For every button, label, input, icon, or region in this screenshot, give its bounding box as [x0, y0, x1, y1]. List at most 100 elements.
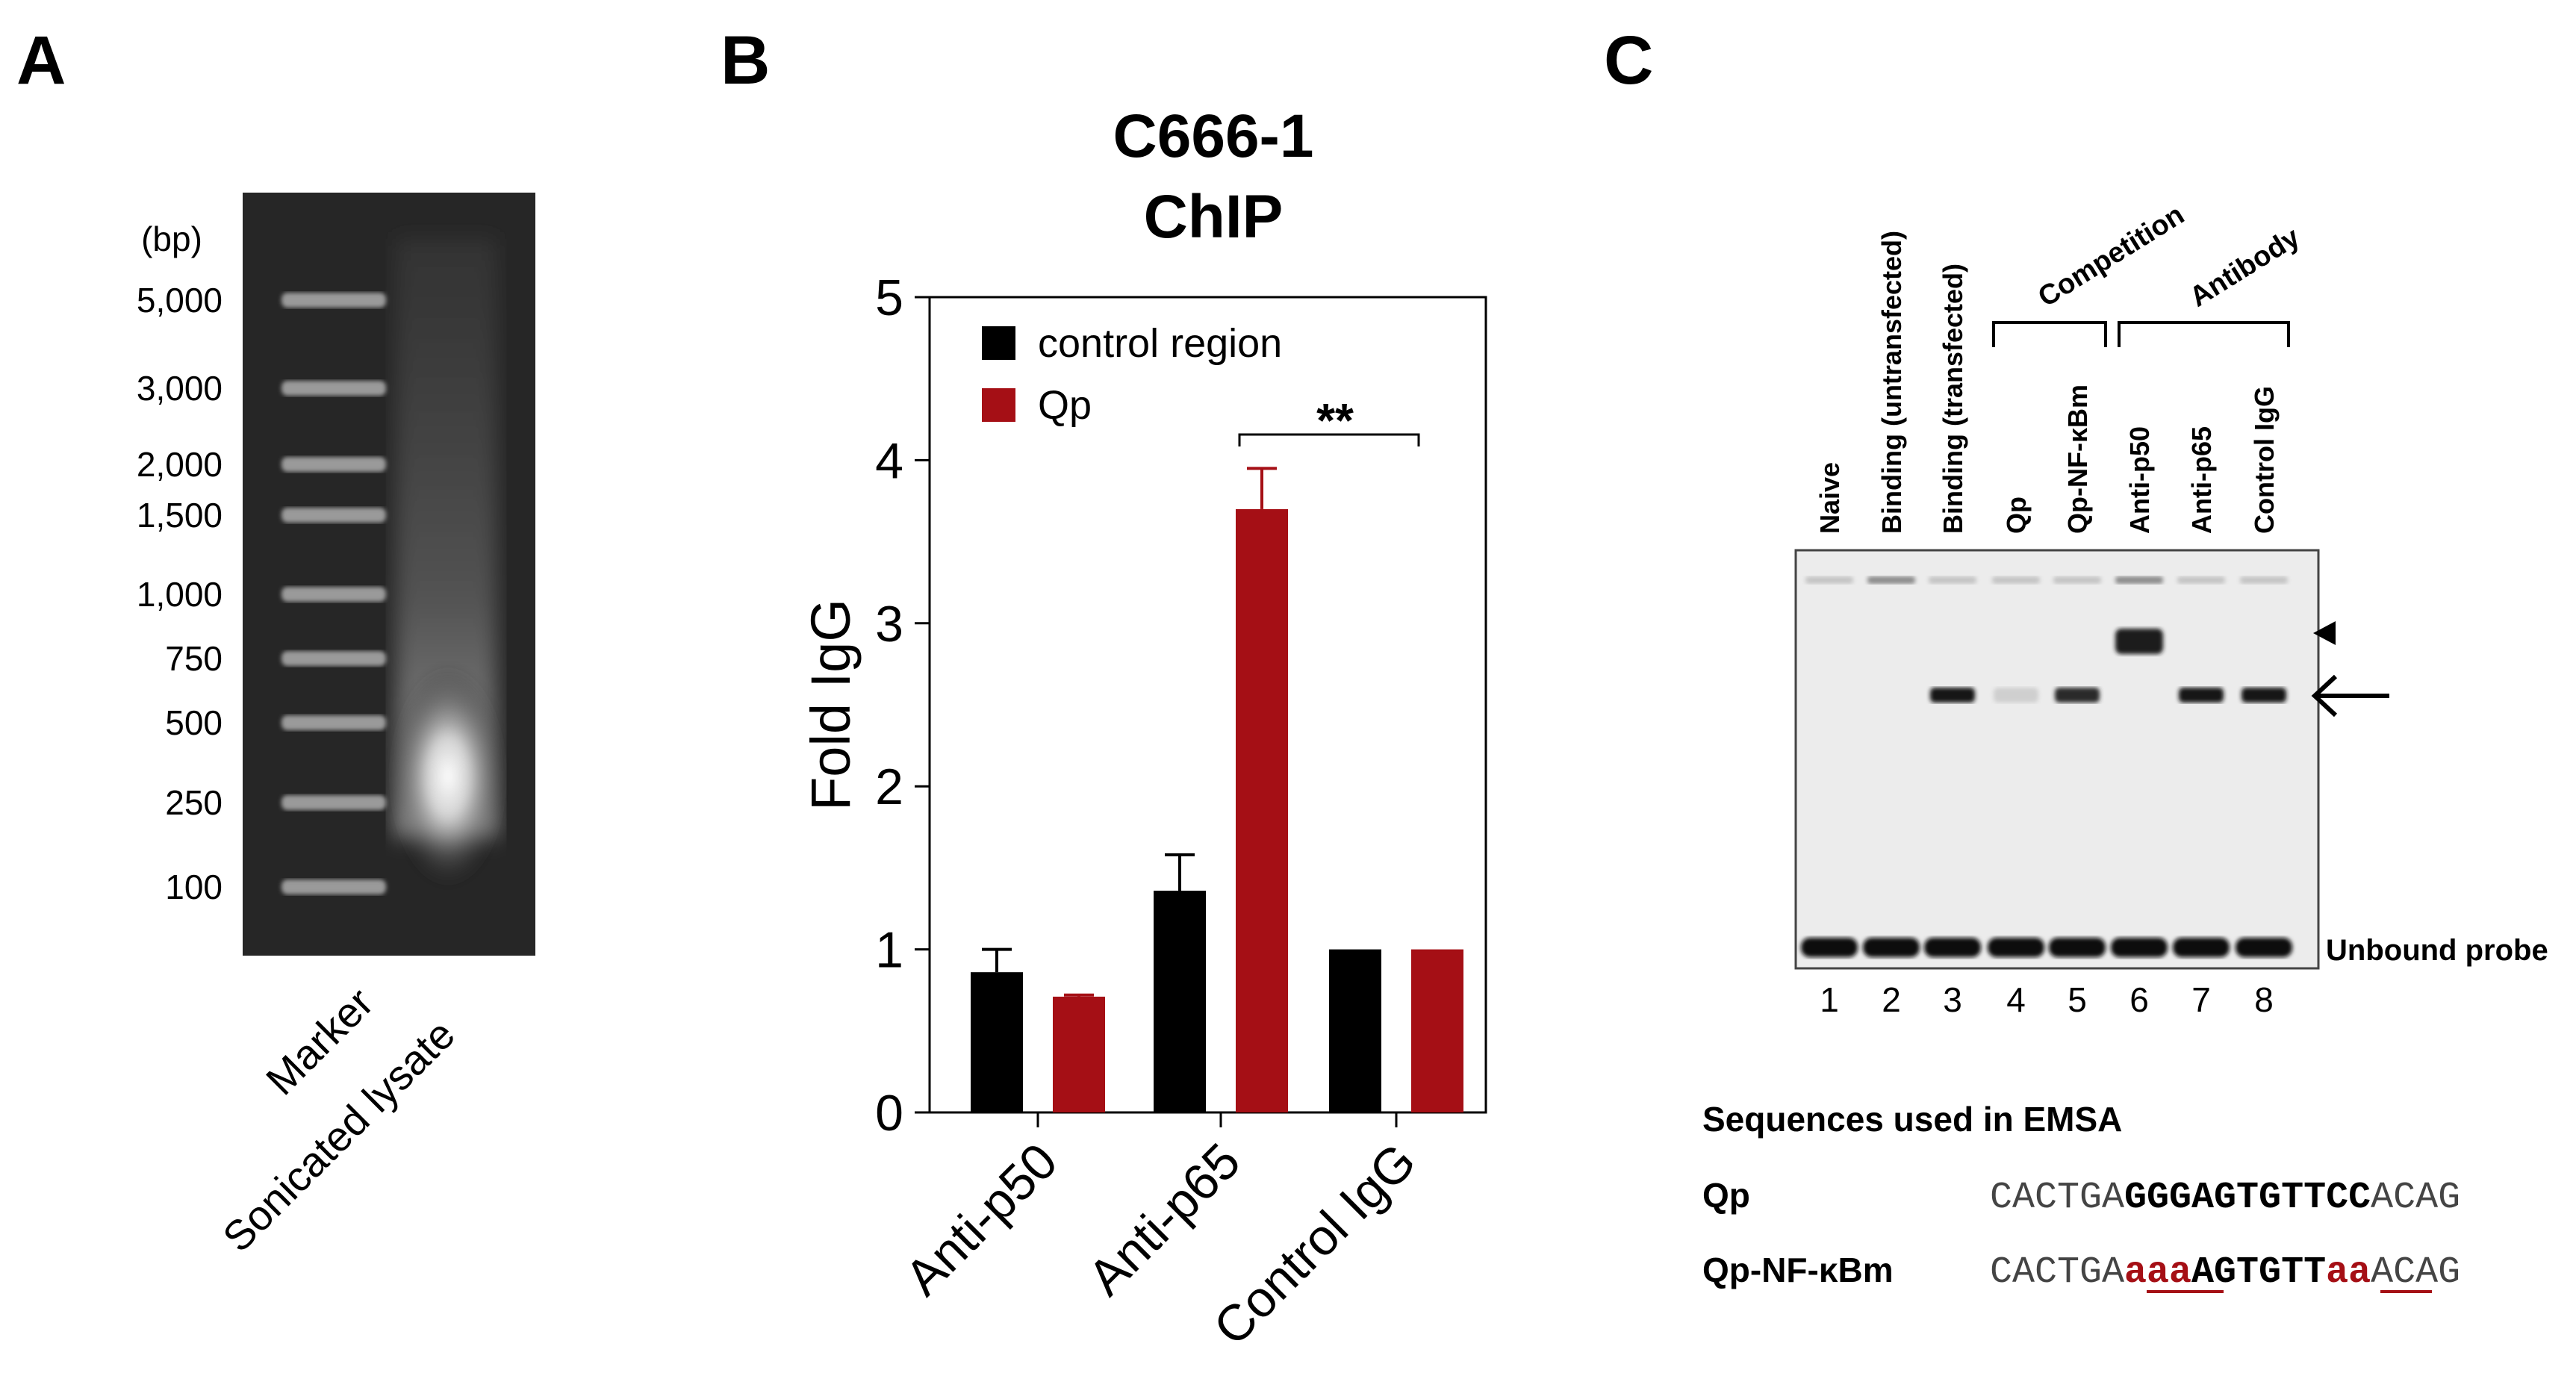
- antibody-bracket: [2118, 321, 2290, 347]
- sequences-title: Sequences used in EMSA: [1702, 1100, 2122, 1139]
- well-band: [1992, 576, 2040, 584]
- emsa-lane-label-anti-p65: Anti-p65: [2186, 426, 2217, 534]
- marker-size-label: 750: [165, 639, 223, 678]
- well-band: [2115, 576, 2163, 584]
- well-band: [2053, 576, 2101, 584]
- emsa-lane-number: 6: [2129, 980, 2149, 1019]
- bars: [971, 467, 1463, 1112]
- marker-band-3-000: [281, 381, 386, 396]
- marker-size-label: 2,000: [137, 445, 223, 484]
- bar-anti-p50-qp: [1053, 996, 1105, 1112]
- group-label-antibody: Antibody: [2185, 222, 2306, 314]
- marker-bands: [281, 293, 386, 894]
- shifted-complex-band: [2055, 688, 2100, 703]
- panel-letter-a: A: [16, 22, 66, 99]
- unbound-probe-band: [2236, 938, 2292, 957]
- legend-swatch-control-region: [982, 326, 1015, 360]
- marker-band-5-000: [281, 293, 386, 308]
- marker-band-100: [281, 879, 386, 894]
- significance-label: **: [1316, 393, 1354, 447]
- sequence-qp: CACTGAGGGAGTGTTCCACAG: [1990, 1177, 2460, 1219]
- unbound-probe-band: [2049, 938, 2106, 957]
- supershift-band: [2115, 629, 2163, 654]
- unbound-probe-band: [1988, 938, 2044, 957]
- bar-anti-p50-control-region: [971, 972, 1023, 1112]
- marker-size-label: 1,500: [137, 496, 223, 535]
- well-band: [1867, 576, 1915, 584]
- emsa-lane-number: 1: [1820, 980, 1839, 1019]
- panel-b: B C666-1 ChIP 0 1 2 3 4 5 Fold IgG Anti-p50 An…: [721, 22, 1487, 1356]
- shifted-complex-band: [2179, 688, 2224, 703]
- marker-size-label: 1,000: [137, 575, 223, 614]
- shifted-complex-band: [2241, 688, 2286, 703]
- emsa-lane-number: 3: [1943, 980, 1962, 1019]
- shifted-complex-band: [1930, 688, 1975, 703]
- x-tick-label-anti-p50: Anti-p50: [895, 1133, 1068, 1307]
- supershift-arrowhead-icon: [2313, 621, 2336, 645]
- group-label-competition: Competition: [2033, 199, 2190, 314]
- unbound-probe-band: [2111, 938, 2168, 957]
- unbound-probe-band: [1924, 938, 1981, 957]
- marker-band-1-000: [281, 587, 386, 602]
- y-tick-label: 0: [875, 1085, 903, 1142]
- emsa-bands: [1801, 576, 2292, 957]
- emsa-lane-label-qp: Qp: [2001, 496, 2032, 534]
- emsa-lane-label-naive: Naive: [1814, 462, 1845, 534]
- emsa-lane-number: 5: [2068, 980, 2087, 1019]
- sequence-name-qp-nf-kbm: Qp-NF-κBm: [1702, 1251, 1894, 1289]
- emsa-lane-number: 4: [2006, 980, 2026, 1019]
- group-competition: Competition: [1992, 199, 2190, 347]
- unbound-probe-band: [2173, 938, 2230, 957]
- emsa-lane-number: 8: [2254, 980, 2274, 1019]
- y-tick-label: 3: [875, 596, 903, 653]
- chart-title-line2: ChIP: [1144, 183, 1284, 251]
- panel-letter-b: B: [721, 22, 770, 99]
- gel-smear: [390, 239, 506, 888]
- marker-size-label: 250: [165, 783, 223, 822]
- y-tick-label: 2: [875, 759, 903, 815]
- emsa-lane-number: 2: [1882, 980, 1901, 1019]
- marker-size-label: 100: [165, 868, 223, 906]
- unbound-probe-band: [1863, 938, 1920, 957]
- marker-labels: 5,000 3,000 2,000 1,500 1,000 750 500 250 100: [137, 281, 223, 906]
- bar-control-igg-qp: [1411, 949, 1463, 1112]
- panel-letter-c: C: [1604, 22, 1653, 99]
- marker-size-label: 3,000: [137, 369, 223, 408]
- emsa-lane-label-qp-nf-bm: Qp-NF-κBm: [2062, 384, 2093, 534]
- marker-size-label: 500: [165, 703, 223, 742]
- y-tick-label: 4: [875, 432, 903, 489]
- marker-band-750: [281, 651, 386, 666]
- shifted-complex-arrow-icon: [2311, 674, 2389, 717]
- well-band: [1929, 576, 1976, 584]
- well-band: [1805, 576, 1853, 584]
- significance-bracket-line: [1238, 433, 1420, 446]
- well-band: [2240, 576, 2288, 584]
- sequence-name-qp: Qp: [1702, 1176, 1750, 1215]
- bar-anti-p65-qp: [1236, 508, 1288, 1112]
- gel-unit-label: (bp): [141, 220, 202, 258]
- marker-band-250: [281, 795, 386, 810]
- bar-control-igg-control-region: [1329, 949, 1381, 1112]
- bar-anti-p65-control-region: [1154, 890, 1206, 1112]
- emsa-lane-numbers: 1 2 3 4 5 6 7 8: [1820, 980, 2274, 1019]
- emsa-lane-number: 7: [2191, 980, 2211, 1019]
- unbound-probe-label: Unbound probe: [2326, 934, 2548, 967]
- marker-band-2-000: [281, 457, 386, 472]
- plot-frame: [928, 296, 1487, 1114]
- competition-bracket: [1992, 321, 2107, 347]
- panel-c: C Naive Binding (untransfected) Binding (t…: [1604, 22, 2548, 1294]
- emsa-lane-label-control-igg: Control IgG: [2249, 386, 2280, 534]
- legend: control region Qp: [982, 321, 1282, 428]
- legend-label-qp: Qp: [1038, 383, 1092, 428]
- x-tick-label-anti-p65: Anti-p65: [1077, 1133, 1251, 1307]
- y-tick-label: 5: [875, 270, 903, 326]
- legend-swatch-qp: [982, 388, 1015, 422]
- marker-size-label: 5,000: [137, 281, 223, 320]
- marker-band-500: [281, 715, 386, 730]
- legend-label-control-region: control region: [1038, 321, 1282, 366]
- significance-bracket: **: [1238, 393, 1420, 447]
- emsa-lane-label-binding-transfected: Binding (transfected): [1938, 264, 1968, 534]
- emsa-lane-label-binding-untransfected: Binding (untransfected): [1876, 231, 1907, 534]
